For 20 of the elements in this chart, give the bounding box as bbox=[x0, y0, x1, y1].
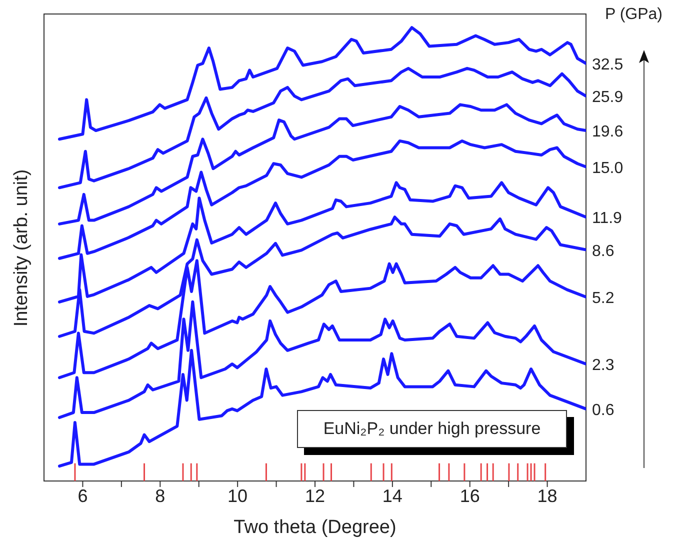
x-tick-label: 14 bbox=[382, 486, 402, 506]
x-tick-label: 6 bbox=[78, 486, 88, 506]
series-label: 11.9 bbox=[592, 210, 622, 228]
y-axis-title: Intensity (arb. unit) bbox=[10, 168, 33, 328]
series-label: 15.0 bbox=[592, 160, 624, 177]
x-tick-label: 16 bbox=[460, 486, 480, 506]
series-label: 0.6 bbox=[592, 402, 614, 419]
x-tick-label: 12 bbox=[304, 486, 326, 506]
series-label: 2.3 bbox=[592, 357, 614, 374]
x-tick-label: 18 bbox=[537, 486, 558, 506]
x-tick-label: 8 bbox=[155, 486, 166, 506]
series-label: 25.9 bbox=[592, 89, 624, 106]
series-label: 5.2 bbox=[592, 290, 614, 307]
series-label: 8.6 bbox=[592, 242, 614, 260]
annotation: EuNi₂P₂ under high pressure bbox=[297, 410, 567, 448]
x-axis-title: Two theta (Degree) bbox=[234, 517, 396, 538]
x-tick-label: 10 bbox=[228, 486, 248, 506]
series-label: 19.6 bbox=[592, 124, 624, 141]
series-label: 32.5 bbox=[592, 56, 624, 74]
legend-title: P (GPa) bbox=[605, 6, 662, 24]
